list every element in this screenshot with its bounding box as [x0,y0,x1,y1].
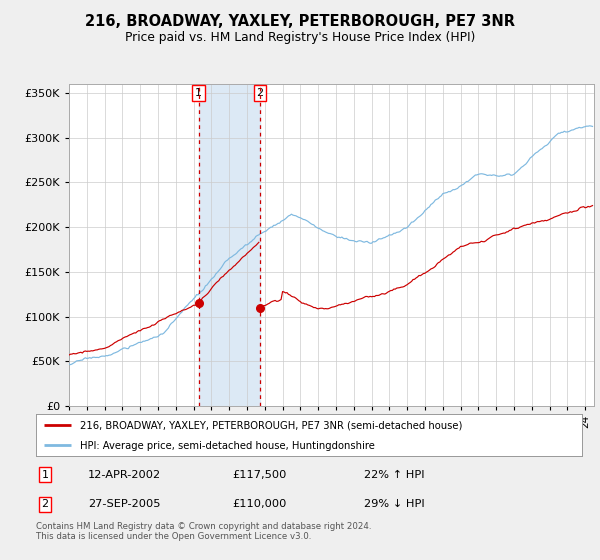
Text: Price paid vs. HM Land Registry's House Price Index (HPI): Price paid vs. HM Land Registry's House … [125,31,475,44]
Text: 216, BROADWAY, YAXLEY, PETERBOROUGH, PE7 3NR (semi-detached house): 216, BROADWAY, YAXLEY, PETERBOROUGH, PE7… [80,421,462,430]
Text: 2: 2 [41,499,49,509]
Text: Contains HM Land Registry data © Crown copyright and database right 2024.
This d: Contains HM Land Registry data © Crown c… [36,522,371,542]
Text: 27-SEP-2005: 27-SEP-2005 [88,499,160,509]
Text: 1: 1 [195,88,202,98]
Text: 1: 1 [41,470,49,480]
Text: 2: 2 [257,88,263,98]
Text: £117,500: £117,500 [233,470,287,480]
Text: 12-APR-2002: 12-APR-2002 [88,470,161,480]
Text: 22% ↑ HPI: 22% ↑ HPI [364,470,424,480]
Text: 216, BROADWAY, YAXLEY, PETERBOROUGH, PE7 3NR: 216, BROADWAY, YAXLEY, PETERBOROUGH, PE7… [85,14,515,29]
Bar [199,84,260,406]
Text: 29% ↓ HPI: 29% ↓ HPI [364,499,424,509]
Text: HPI: Average price, semi-detached house, Huntingdonshire: HPI: Average price, semi-detached house,… [80,441,374,451]
Text: £110,000: £110,000 [233,499,287,509]
